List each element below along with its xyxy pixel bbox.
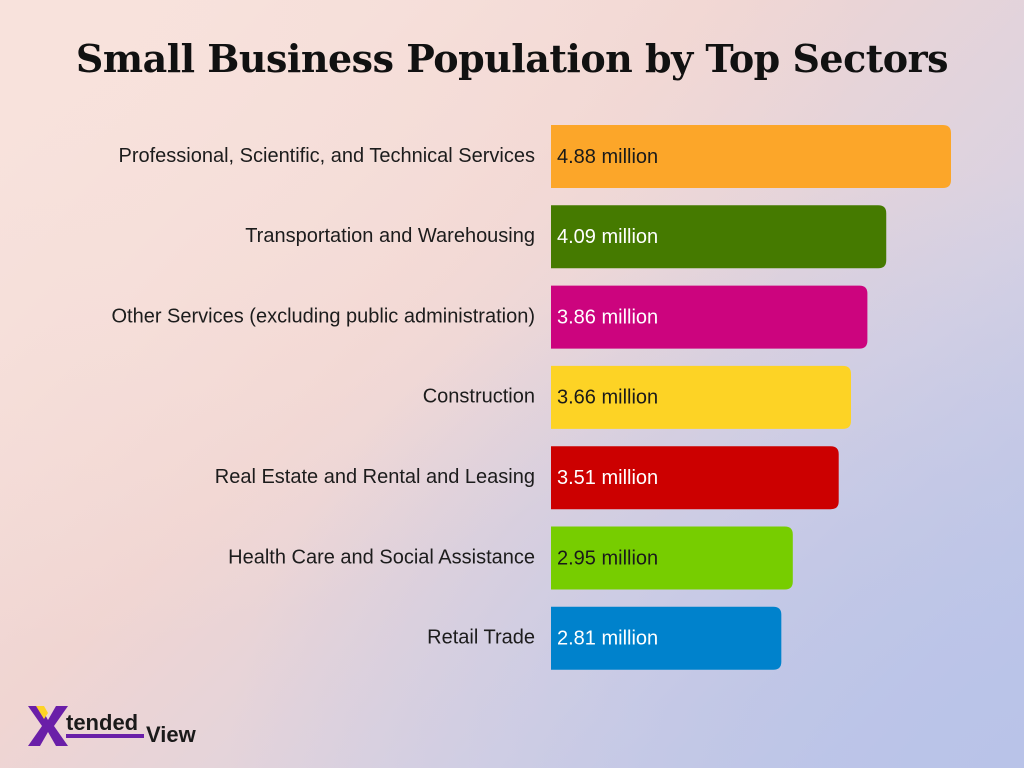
category-label: Retail Trade: [427, 627, 535, 649]
xtendedview-logo: tended View: [26, 700, 216, 750]
data-label: 2.81 million: [557, 628, 658, 650]
bar: [551, 365, 851, 429]
bar: [551, 125, 951, 188]
data-label: 2.95 million: [557, 547, 658, 569]
category-label: Transportation and Warehousing: [245, 225, 535, 247]
chart-title: Small Business Population by Top Sectors: [75, 36, 949, 81]
category-label: Other Services (excluding public adminis…: [111, 305, 535, 327]
bar: [551, 205, 887, 269]
bar: [551, 606, 782, 670]
data-label: 4.09 million: [557, 226, 658, 248]
bar: [551, 446, 839, 510]
category-label: Professional, Scientific, and Technical …: [118, 145, 535, 167]
bar: [551, 285, 868, 349]
data-label: 4.88 million: [557, 146, 658, 168]
bar: [551, 526, 793, 590]
data-label: 3.86 million: [557, 306, 658, 328]
x-logo-icon: tended View: [28, 706, 197, 747]
data-label: 3.66 million: [557, 387, 658, 409]
logo-text-main: tended: [66, 710, 138, 735]
category-label: Real Estate and Rental and Leasing: [215, 466, 535, 488]
data-label: 3.51 million: [557, 467, 658, 489]
logo-text-second: View: [146, 722, 197, 747]
category-label: Construction: [423, 386, 535, 408]
category-label: Health Care and Social Assistance: [228, 546, 535, 568]
